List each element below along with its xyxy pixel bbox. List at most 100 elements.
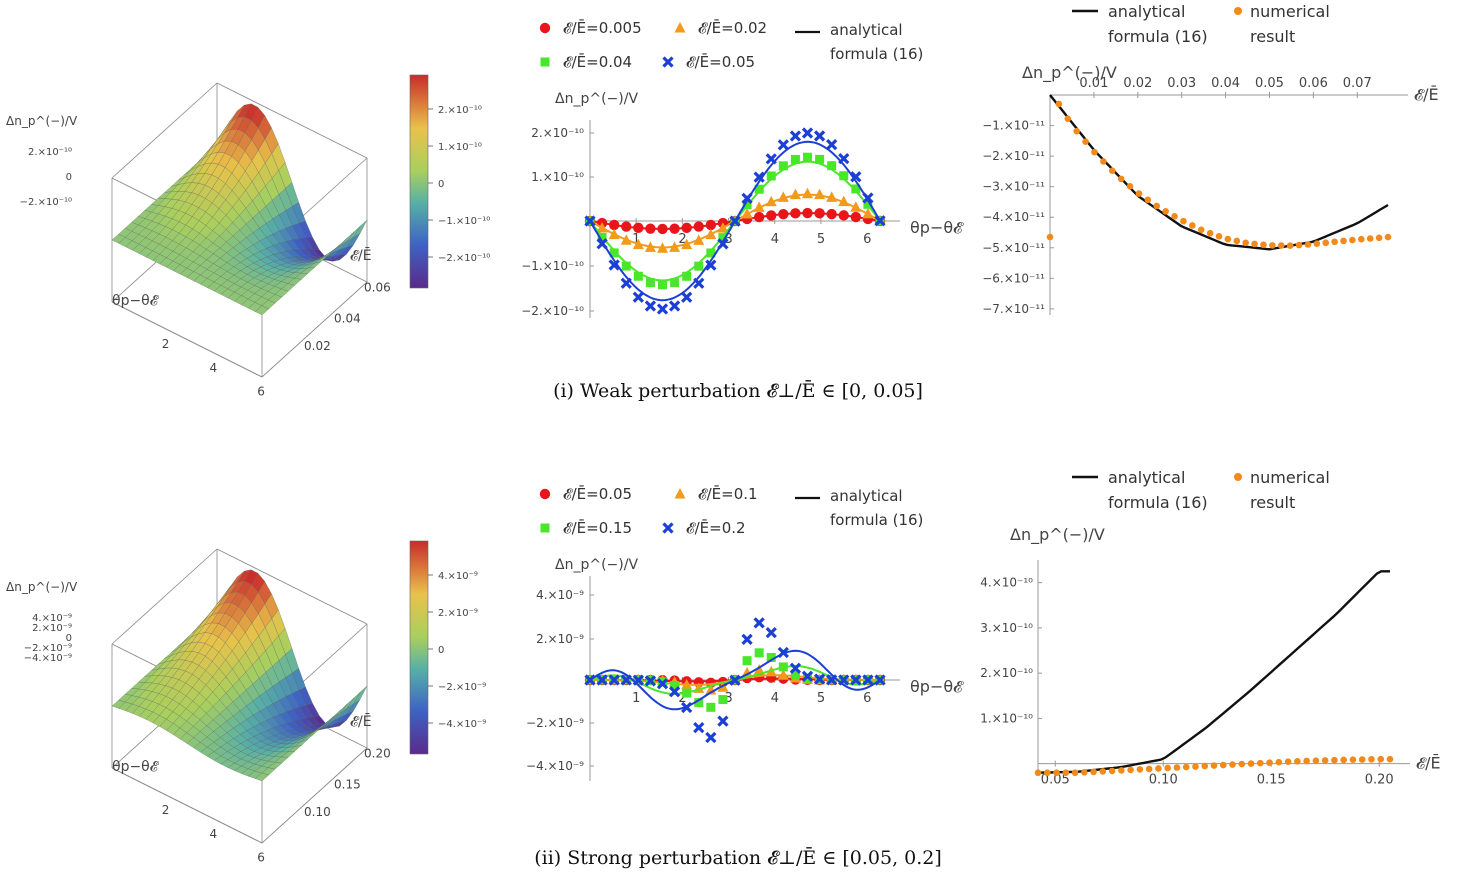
colorbar-tick-label: −2.×10⁻¹⁰: [438, 253, 490, 264]
scan-legend-numerical: numerical: [1250, 468, 1330, 487]
data-point: [694, 261, 704, 271]
data-point: [632, 238, 644, 250]
data-point: [668, 686, 681, 698]
slices-xtick: 4: [771, 232, 779, 247]
scan-xtick: 0.04: [1211, 76, 1240, 91]
scan-ylabel: Δn_p^(−)/V: [1022, 63, 1117, 83]
data-point: [741, 633, 753, 645]
surface-xtick: 2: [162, 803, 170, 817]
scan-legend-numerical-2: result: [1250, 493, 1295, 512]
data-point: [777, 646, 789, 659]
scan-numerical-point: [1164, 764, 1171, 772]
data-point: [815, 154, 825, 164]
slices-ytick: 2.×10⁻¹⁰: [531, 126, 584, 140]
data-point: [850, 674, 862, 686]
data-point: [778, 208, 789, 220]
scan-numerical-point: [1349, 236, 1356, 244]
surface-ztick: −2.×10⁻⁹: [24, 643, 72, 654]
colorbar-tick-label: −2.×10⁻⁹: [438, 682, 486, 693]
slices-xlabel: θp−θ𝓔: [910, 677, 964, 696]
data-point: [693, 221, 704, 232]
surface-xlabel: θp−θ𝓔: [112, 759, 160, 775]
data-point: [827, 161, 837, 171]
data-point: [802, 187, 813, 199]
scan-numerical-point: [1118, 767, 1125, 774]
slices-xtick: 4: [771, 691, 779, 706]
data-point: [826, 208, 837, 220]
surface-ztick: −2.×10⁻¹⁰: [20, 197, 72, 208]
data-point: [850, 211, 862, 223]
scan-legend-analytical: analytical: [1108, 2, 1185, 21]
legend-label: 𝓔/Ē=0.2: [686, 519, 746, 537]
surface-xtick: 2: [162, 337, 170, 351]
data-point: [608, 219, 620, 231]
scan-ytick: −7.×10⁻¹¹: [982, 302, 1045, 316]
surface-ztick: 0: [66, 172, 72, 183]
scan-numerical-point: [1295, 241, 1303, 249]
data-point: [596, 222, 608, 233]
legend-label: 𝓔/Ē=0.04: [563, 53, 632, 71]
data-point: [718, 695, 728, 705]
data-point: [814, 208, 825, 219]
slices-xtick: 1: [632, 232, 640, 247]
data-point: [778, 662, 788, 672]
scan-xtick: 0.10: [1149, 773, 1178, 788]
slices-xtick: 2: [678, 232, 686, 247]
scan-numerical-point: [1277, 242, 1285, 249]
scan-ytick: −4.×10⁻¹¹: [982, 210, 1045, 224]
scan-xtick: 0.05: [1255, 76, 1284, 91]
scan-ytick: 1.×10⁻¹⁰: [980, 711, 1033, 725]
slices-xtick: 6: [863, 232, 871, 247]
scan-numerical-point: [1034, 769, 1042, 777]
legend-label: 𝓔/Ē=0.005: [563, 19, 642, 37]
data-point: [645, 223, 656, 234]
slices-xtick: 3: [725, 232, 733, 247]
colorbar-tick-label: 1.×10⁻¹⁰: [438, 142, 482, 153]
data-point: [706, 702, 716, 712]
colorbar: [409, 540, 429, 755]
data-point: [765, 153, 777, 165]
scan-legend: analytical formula (16) numerical result: [1072, 2, 1330, 46]
data-point: [851, 184, 861, 194]
data-point: [766, 652, 776, 662]
data-point: [765, 626, 777, 639]
colorbar-tick-label: 0: [438, 645, 444, 656]
surface-ytick: 0.10: [304, 805, 331, 819]
scan-xtick: 0.01: [1079, 76, 1108, 91]
data-point: [669, 241, 681, 252]
legend-label: 𝓔/Ē=0.05: [686, 53, 755, 71]
data-point: [790, 154, 800, 164]
caption-weak: (i) Weak perturbation 𝓔⊥/Ē ∈ [0, 0.05]: [553, 380, 923, 402]
scan-legend-marker: [1234, 7, 1242, 15]
data-point: [802, 207, 813, 219]
data-point: [789, 130, 802, 142]
legend-marker: [662, 522, 674, 534]
data-point: [668, 300, 681, 312]
surface-zlabel: Δn_p^(−)/V: [6, 580, 78, 594]
scan-numerical-point: [1091, 148, 1098, 156]
data-point: [778, 161, 788, 171]
data-point: [705, 228, 717, 240]
scan-numerical-point: [1117, 175, 1125, 183]
scan-numerical-point: [1312, 757, 1320, 764]
colorbar-tick-label: 4.×10⁻⁹: [438, 571, 478, 582]
data-point: [644, 300, 657, 312]
scan-xlabel: 𝓔/Ē: [1414, 85, 1439, 104]
surface-ztick: 4.×10⁻⁹: [32, 613, 72, 624]
scan-ytick: 3.×10⁻¹⁰: [980, 621, 1033, 635]
legend-analytical-2: formula (16): [830, 45, 923, 63]
slices-ytick: −2.×10⁻¹⁰: [521, 304, 584, 318]
colorbar-tick-label: −1.×10⁻¹⁰: [438, 216, 490, 227]
scan-numerical-point: [1145, 765, 1153, 773]
scan-legend-analytical-2: formula (16): [1108, 493, 1208, 512]
data-point: [826, 139, 838, 151]
slices-ytick: −1.×10⁻¹⁰: [521, 259, 584, 273]
data-point: [596, 674, 608, 686]
legend-marker: [674, 488, 686, 499]
scan-numerical-point: [1386, 755, 1394, 763]
data-point: [753, 663, 765, 675]
data-point: [608, 259, 620, 271]
legend-label: 𝓔/Ē=0.02: [698, 19, 767, 37]
colorbar-tick-label: 2.×10⁻⁹: [438, 608, 478, 619]
data-point: [753, 617, 765, 629]
